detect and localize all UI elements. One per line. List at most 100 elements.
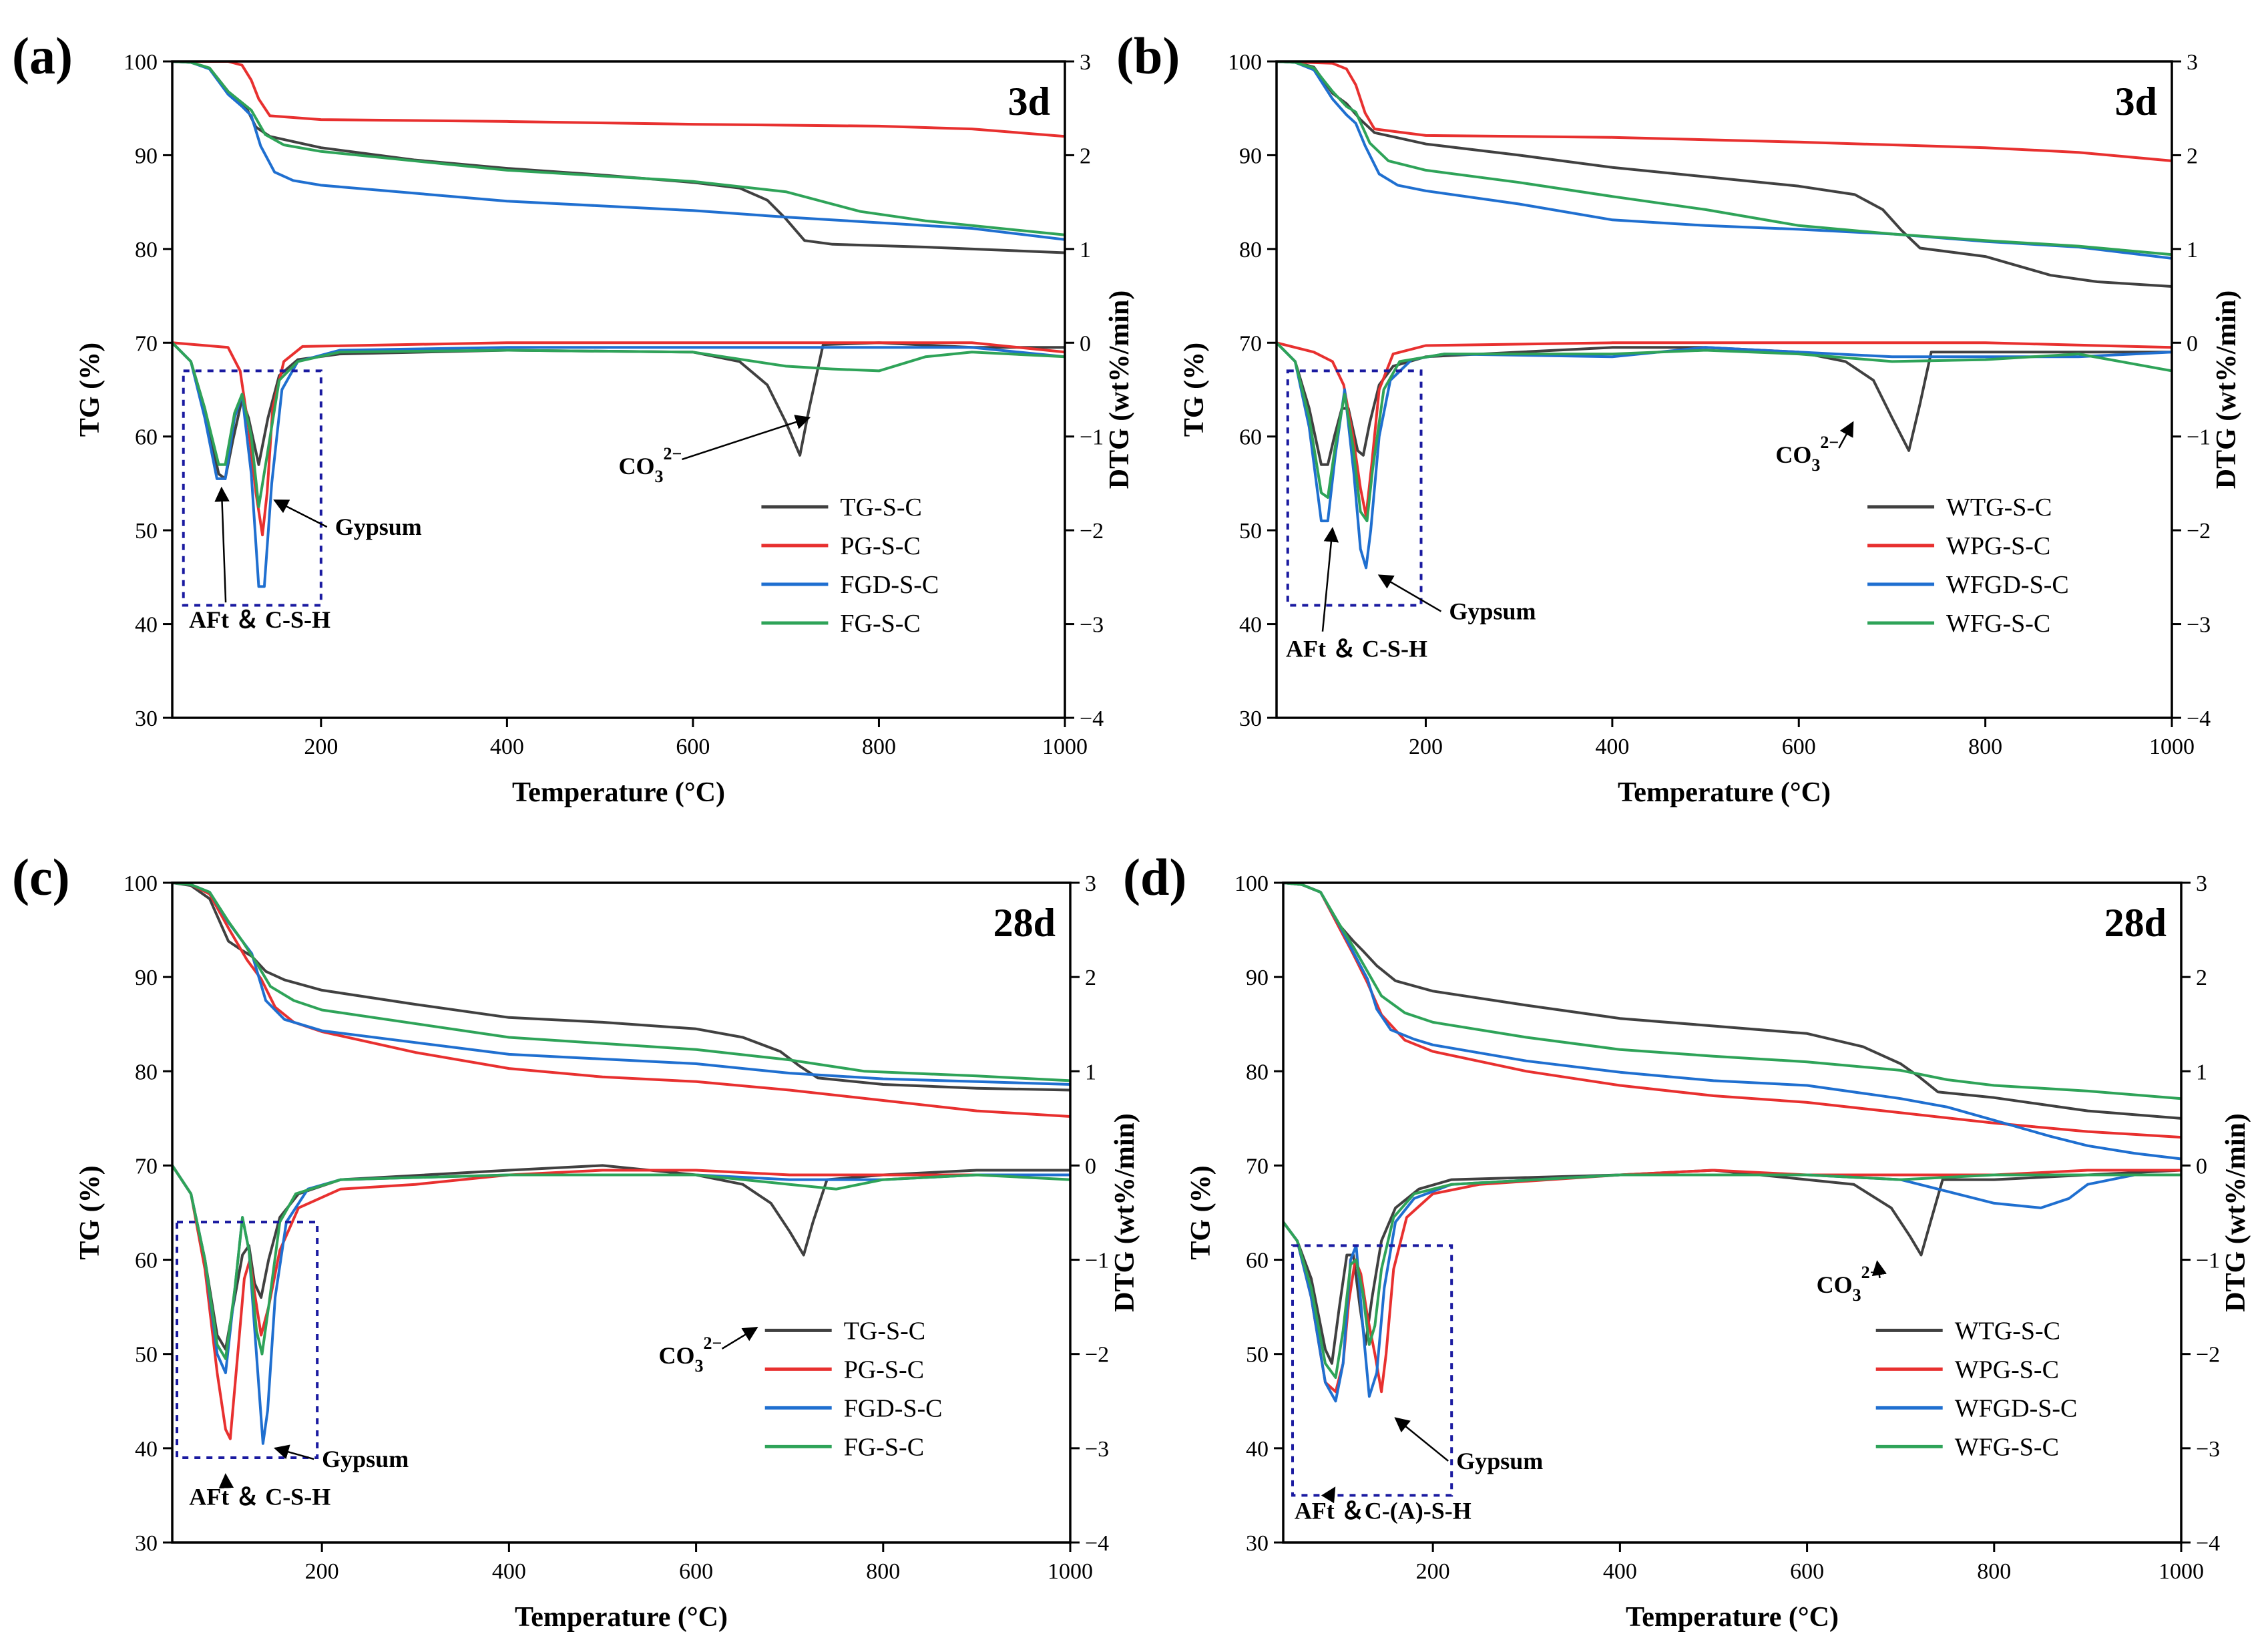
annotation-arrow	[1321, 527, 1339, 632]
tg-line-pg	[1277, 61, 2172, 162]
panel-label: (a)	[12, 27, 73, 85]
series-group	[1277, 61, 2172, 570]
x-tick-label: 1000	[1042, 735, 1088, 759]
y-right-tick-label: −1	[1080, 425, 1104, 450]
series-group	[1283, 883, 2181, 1403]
y-left-tick-label: 80	[1246, 1060, 1269, 1084]
legend-label: WFGD-S-C	[1955, 1394, 2078, 1422]
dtg-line-fgd	[172, 1165, 1070, 1445]
legend: WTG-S-C WPG-S-C WFGD-S-C WFG-S-C	[1867, 493, 2069, 638]
tg-line-fg	[172, 61, 1065, 236]
annotation: CO32−	[1775, 421, 1854, 475]
x-tick-label: 1000	[1048, 1559, 1093, 1584]
y-left-tick-label: 30	[135, 1531, 158, 1556]
y-right-axis-label: DTG (wt%/min)	[1110, 1113, 1140, 1312]
dtg-line-fg	[172, 1165, 1070, 1360]
legend-label: FG-S-C	[840, 610, 920, 638]
x-tick-label: 1000	[2149, 735, 2195, 759]
legend-label: WFGD-S-C	[1946, 571, 2069, 599]
legend-label: WFG-S-C	[1946, 610, 2050, 638]
dtg-line-fgd	[1283, 1173, 2181, 1403]
y-right-tick-label: −2	[2196, 1343, 2220, 1368]
y-left-tick-label: 50	[135, 519, 158, 544]
y-right-tick-label: −4	[2196, 1531, 2220, 1556]
y-right-axis-label: DTG (wt%/min)	[2211, 290, 2242, 489]
x-tick-label: 200	[1409, 735, 1443, 759]
annotation-arrow	[1871, 1260, 1887, 1279]
tg-line-tg	[172, 61, 1065, 254]
y-right-tick-label: 1	[2196, 1060, 2207, 1084]
y-right-tick-label: −3	[2187, 613, 2211, 638]
y-right-tick-label: 1	[1080, 238, 1091, 262]
annotation-arrow	[214, 486, 230, 603]
tg-line-pg	[1283, 883, 2181, 1139]
annotation-text: Gypsum	[1449, 598, 1536, 625]
dtg-line-tg	[172, 1164, 1070, 1351]
annotation-arrow	[1394, 1417, 1449, 1462]
tg-line-tg	[1283, 883, 2181, 1120]
legend: TG-S-C PG-S-C FGD-S-C FG-S-C	[761, 493, 939, 638]
annotation: Gypsum	[1394, 1417, 1543, 1474]
y-left-tick-label: 30	[135, 706, 158, 731]
y-right-tick-label: 2	[2187, 144, 2198, 168]
legend-label: WFG-S-C	[1955, 1433, 2059, 1461]
y-right-tick-label: −2	[1080, 519, 1104, 544]
y-left-tick-label: 80	[135, 1060, 158, 1084]
y-right-tick-label: 1	[2187, 238, 2198, 262]
legend-label: TG-S-C	[844, 1317, 925, 1345]
panel-title: 28d	[993, 901, 1056, 945]
annotation-text: AFt ＆ C-S-H	[1286, 636, 1427, 662]
y-left-tick-label: 50	[135, 1343, 158, 1368]
x-axis-label: Temperature (°C)	[515, 1602, 728, 1633]
annotation-text: Gypsum	[335, 513, 422, 540]
x-tick-label: 600	[676, 735, 710, 759]
x-axis-label: Temperature (°C)	[1626, 1602, 1839, 1633]
annotation: CO32−	[659, 1327, 758, 1376]
y-right-tick-label: 3	[2187, 50, 2198, 75]
x-tick-label: 400	[1595, 735, 1629, 759]
plot-frame	[171, 881, 1072, 1544]
x-tick-label: 800	[1977, 1559, 2011, 1584]
y-left-axis-label: TG (%)	[75, 1165, 105, 1259]
panel-label: (c)	[12, 848, 70, 906]
y-right-tick-label: 2	[2196, 966, 2207, 990]
y-left-tick-label: 80	[135, 238, 158, 262]
highlight-box	[1286, 369, 1423, 607]
x-tick-label: 200	[305, 1559, 339, 1584]
panel-b: (b) 3d 200 400 600 800 1000 30 40 50 60 70 80 90 100 3 2…	[1116, 27, 2242, 808]
highlight-box	[1291, 1244, 1453, 1497]
annotation-text: AFt ＆C-(A)-S-H	[1295, 1498, 1471, 1524]
y-right-tick-label: 2	[1080, 144, 1091, 168]
series-group	[172, 61, 1065, 588]
y-right-tick-label: 3	[2196, 871, 2207, 896]
legend-label: WPG-S-C	[1946, 532, 2050, 560]
annotation-arrow	[1321, 1486, 1336, 1504]
y-right-tick-label: −1	[2187, 425, 2211, 450]
annotation: CO32−	[619, 415, 811, 486]
panel-label: (d)	[1123, 848, 1186, 906]
annotation: Gypsum	[1377, 574, 1536, 625]
y-left-tick-label: 70	[1239, 331, 1262, 356]
plot-frame	[171, 60, 1066, 719]
y-left-tick-label: 40	[135, 613, 158, 638]
y-left-tick-label: 60	[135, 425, 158, 450]
x-tick-label: 1000	[2159, 1559, 2204, 1584]
highlight-box	[182, 369, 322, 607]
annotation: Gypsum	[273, 1444, 409, 1472]
y-left-tick-label: 40	[1246, 1437, 1269, 1462]
y-right-tick-label: 0	[1085, 1154, 1096, 1179]
y-left-tick-label: 50	[1239, 519, 1262, 544]
y-right-tick-label: −3	[1080, 613, 1104, 638]
tg-line-pg	[172, 61, 1065, 138]
y-left-tick-label: 100	[1234, 871, 1269, 896]
annotation: AFt ＆ C-S-H	[1286, 527, 1427, 662]
y-right-tick-label: 0	[1080, 331, 1091, 356]
x-tick-label: 800	[866, 1559, 900, 1584]
legend-label: FGD-S-C	[840, 571, 939, 599]
tg-line-fg	[172, 883, 1070, 1082]
highlight-box	[176, 1221, 319, 1459]
y-left-axis-label: TG (%)	[1179, 343, 1210, 437]
y-left-tick-label: 50	[1246, 1343, 1269, 1368]
y-left-tick-label: 100	[124, 50, 158, 75]
